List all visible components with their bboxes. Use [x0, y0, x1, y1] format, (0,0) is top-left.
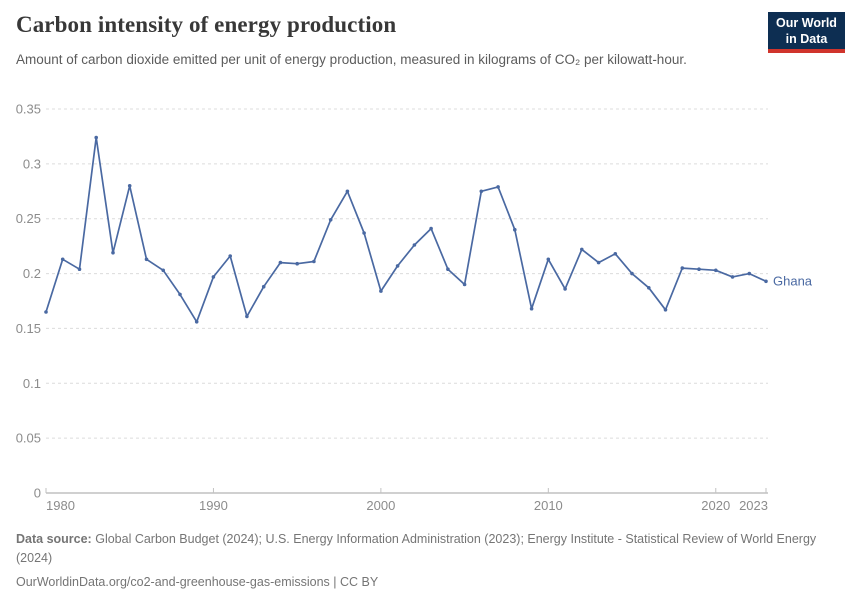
x-axis-tick-label: 1980 [46, 498, 75, 513]
data-point [44, 310, 48, 314]
data-point [194, 320, 199, 324]
data-point [161, 268, 165, 273]
data-point [446, 267, 450, 271]
data-point [395, 264, 400, 268]
data-point [647, 286, 651, 290]
data-point [747, 271, 752, 276]
data-source-line: Data source: Global Carbon Budget (2024)… [16, 530, 836, 568]
data-point [245, 314, 249, 319]
data-point [663, 308, 668, 312]
x-axis-tick-label: 1990 [199, 498, 228, 513]
y-axis-tick-label: 0.1 [23, 376, 41, 391]
data-point [178, 292, 182, 297]
data-point [479, 189, 484, 194]
data-point [111, 250, 115, 255]
data-point [529, 306, 534, 311]
y-axis-tick-label: 0.05 [16, 431, 41, 446]
data-point [596, 260, 601, 265]
y-axis-tick-label: 0.2 [23, 266, 41, 281]
data-point [345, 189, 350, 194]
data-line [45, 136, 767, 323]
y-axis-tick-label: 0.3 [23, 156, 41, 171]
data-point [278, 260, 283, 265]
data-point [77, 267, 82, 271]
x-axis-tick-label: 2023 [739, 498, 768, 513]
x-axis-tick-label: 2020 [701, 498, 730, 513]
x-axis-tick-label: 2010 [534, 498, 563, 513]
data-point [261, 284, 266, 289]
citation-line: OurWorldinData.org/co2-and-greenhouse-ga… [16, 575, 379, 589]
data-point [580, 247, 584, 252]
data-point [127, 184, 132, 188]
data-point [613, 252, 618, 256]
y-axis-tick-label: 0 [34, 486, 41, 501]
y-axis-tick-label: 0.35 [16, 102, 41, 117]
line-chart: 0 0.05 0.1 0.15 0.2 0.25 0.3 0.35 1980 1990 2000 20… [16, 102, 813, 514]
data-point [328, 218, 333, 222]
series-label: Ghana [773, 273, 813, 288]
y-axis-tick-label: 0.25 [16, 211, 41, 226]
data-point [546, 257, 551, 262]
owid-logo: Our World in Data [768, 12, 845, 53]
data-point [379, 289, 383, 293]
data-point [764, 279, 768, 284]
data-point [730, 275, 735, 279]
data-point [462, 282, 467, 287]
data-source-label: Data source: [16, 532, 92, 546]
data-point [228, 254, 232, 258]
data-point [429, 226, 433, 231]
chart-footer: Data source: Global Carbon Budget (2024)… [16, 530, 836, 592]
data-point [362, 231, 366, 235]
data-point [94, 135, 98, 140]
data-point [295, 261, 300, 266]
chart-subtitle: Amount of carbon dioxide emitted per uni… [16, 52, 687, 67]
x-axis-tick-label: 2000 [366, 498, 395, 513]
data-point [513, 227, 517, 232]
data-point [680, 266, 685, 270]
data-source-text: Global Carbon Budget (2024); U.S. Energy… [16, 532, 817, 565]
data-point [714, 268, 718, 273]
data-point [211, 275, 216, 279]
data-point [60, 257, 65, 262]
data-point [144, 257, 149, 262]
chart-title: Carbon intensity of energy production [16, 12, 397, 37]
data-point [630, 271, 634, 276]
data-point [496, 185, 500, 189]
data-point [697, 267, 701, 271]
owid-logo-line-2: in Data [785, 32, 828, 46]
data-point [412, 243, 417, 247]
owid-logo-line-1: Our World [776, 16, 837, 30]
data-point [563, 287, 567, 291]
data-point [312, 259, 316, 264]
y-axis-tick-label: 0.15 [16, 321, 41, 336]
